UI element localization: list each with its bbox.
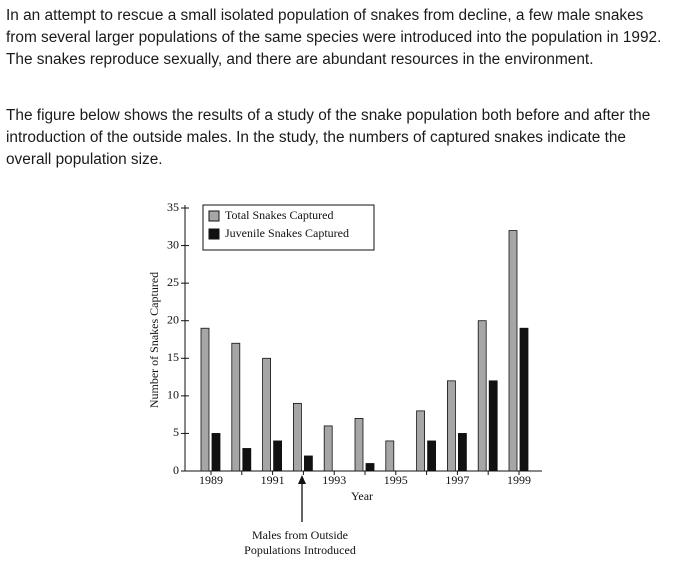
- bar: [385, 440, 395, 472]
- bar: [200, 327, 210, 472]
- bar: [416, 410, 426, 472]
- paragraph: In an attempt to rescue a small isolated…: [6, 7, 662, 68]
- bar: [477, 320, 487, 472]
- bar: [508, 230, 518, 472]
- legend-swatch: [208, 210, 220, 222]
- y-tick-label: 10: [167, 388, 179, 402]
- bar: [262, 357, 272, 472]
- annotation: Males from Outside: [252, 528, 348, 542]
- y-tick-label: 35: [167, 200, 179, 214]
- arrowhead: [298, 475, 306, 484]
- y-tick-label: 30: [167, 237, 179, 251]
- y-tick-label: 0: [173, 463, 179, 477]
- bar: [488, 380, 498, 472]
- bar: [242, 448, 252, 472]
- y-tick-label: 15: [167, 350, 179, 364]
- annotation: Populations Introduced: [244, 543, 356, 557]
- paragraph: The figure below shows the results of a …: [6, 107, 651, 168]
- legend-swatch: [208, 228, 220, 240]
- bar: [292, 402, 302, 472]
- y-tick-label: 20: [167, 312, 179, 326]
- bar: [427, 440, 437, 472]
- y-axis-label: Number of Snakes Captured: [147, 272, 161, 408]
- bar: [231, 342, 241, 472]
- x-tick-label: 1991: [261, 473, 285, 487]
- x-tick-label: 1989: [199, 473, 223, 487]
- bar: [323, 425, 333, 472]
- bar: [446, 380, 456, 472]
- bar: [273, 440, 283, 472]
- bar: [211, 433, 221, 472]
- bar: [365, 463, 375, 472]
- x-tick-label: 1999: [507, 473, 531, 487]
- y-tick-label: 5: [173, 425, 179, 439]
- bar: [303, 455, 313, 472]
- legend-label: Juvenile Snakes Captured: [225, 226, 349, 240]
- x-tick-label: 1997: [445, 473, 469, 487]
- legend-box: [202, 204, 375, 251]
- x-tick-label: 1993: [322, 473, 346, 487]
- x-axis-label: Year: [351, 489, 373, 503]
- legend-label: Total Snakes Captured: [225, 208, 333, 222]
- y-tick-label: 25: [167, 275, 179, 289]
- bar: [354, 417, 364, 472]
- bar: [519, 327, 529, 472]
- bar: [457, 433, 467, 472]
- x-tick-label: 1995: [384, 473, 408, 487]
